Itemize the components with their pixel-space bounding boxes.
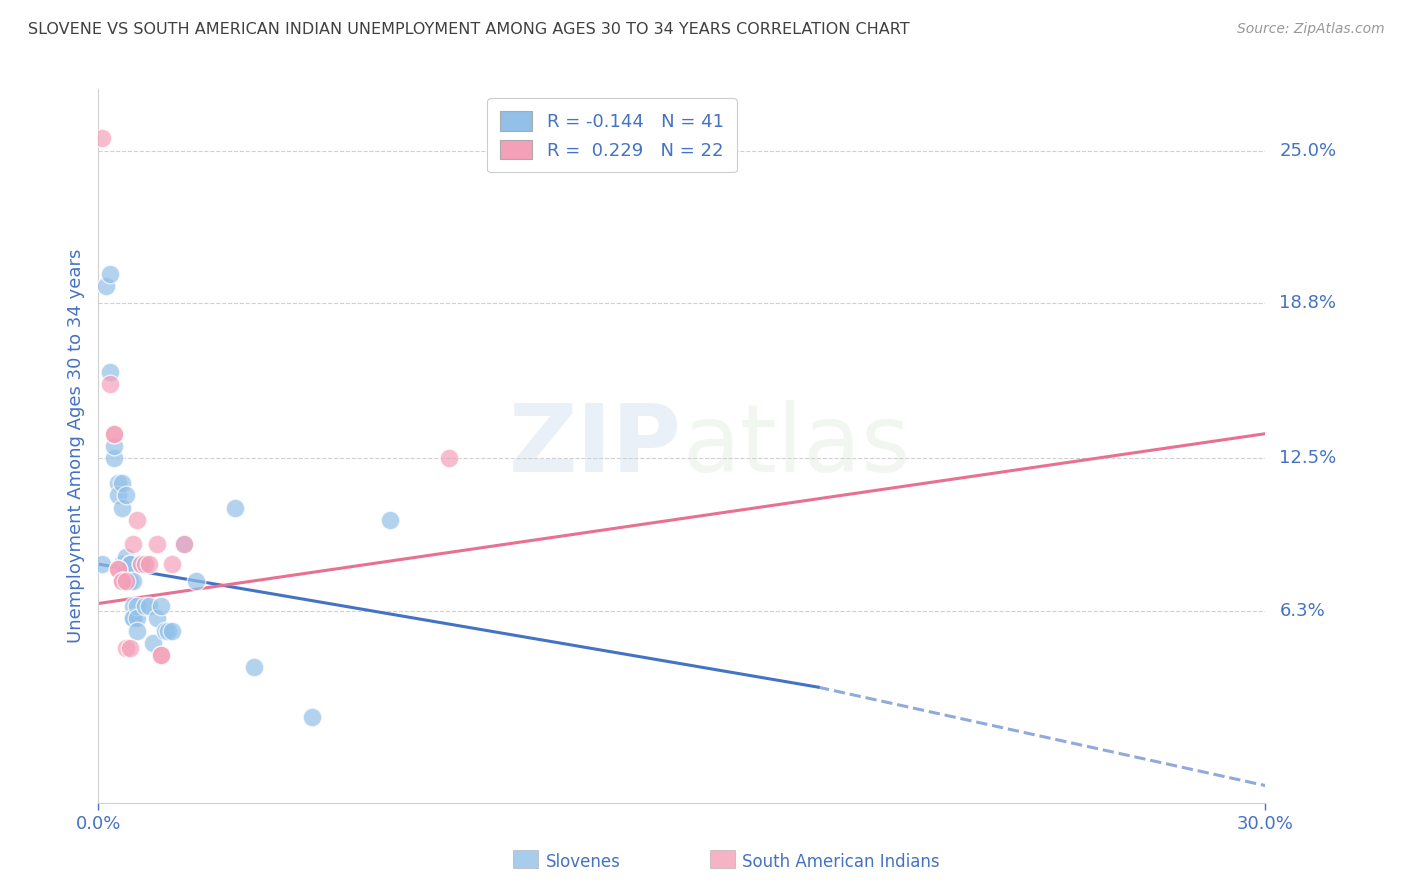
Point <box>103 451 125 466</box>
Point <box>134 599 156 613</box>
Point <box>127 599 149 613</box>
Point <box>111 574 134 589</box>
Point <box>184 574 207 589</box>
Text: 6.3%: 6.3% <box>1279 602 1324 620</box>
Point <box>437 451 460 466</box>
Point <box>149 648 172 662</box>
Text: 12.5%: 12.5% <box>1279 450 1337 467</box>
Point <box>122 611 145 625</box>
Point <box>157 624 180 638</box>
Point <box>301 709 323 723</box>
Point <box>149 648 172 662</box>
Point <box>134 557 156 571</box>
Point <box>146 611 169 625</box>
Text: atlas: atlas <box>682 400 910 492</box>
Point <box>118 640 141 655</box>
Legend: R = -0.144   N = 41, R =  0.229   N = 22: R = -0.144 N = 41, R = 0.229 N = 22 <box>488 98 737 172</box>
Point <box>98 365 121 379</box>
Point <box>103 426 125 441</box>
Point <box>122 574 145 589</box>
Point <box>138 599 160 613</box>
Point <box>224 500 246 515</box>
Point <box>122 599 145 613</box>
Point <box>107 475 129 490</box>
Point <box>111 557 134 571</box>
Point <box>146 537 169 551</box>
Point <box>118 557 141 571</box>
Point <box>114 574 136 589</box>
Point <box>122 611 145 625</box>
Point <box>118 574 141 589</box>
Point <box>127 611 149 625</box>
Point <box>114 488 136 502</box>
Point <box>107 562 129 576</box>
Text: ZIP: ZIP <box>509 400 682 492</box>
Point <box>118 557 141 571</box>
Point <box>142 636 165 650</box>
Point <box>243 660 266 674</box>
Text: South American Indians: South American Indians <box>742 853 941 871</box>
Point <box>103 439 125 453</box>
Text: Source: ZipAtlas.com: Source: ZipAtlas.com <box>1237 22 1385 37</box>
Point <box>114 562 136 576</box>
Point <box>129 557 152 571</box>
Point <box>134 557 156 571</box>
Point <box>91 557 114 571</box>
Point <box>378 513 402 527</box>
Text: SLOVENE VS SOUTH AMERICAN INDIAN UNEMPLOYMENT AMONG AGES 30 TO 34 YEARS CORRELAT: SLOVENE VS SOUTH AMERICAN INDIAN UNEMPLO… <box>28 22 910 37</box>
Point <box>162 624 184 638</box>
Point <box>138 557 160 571</box>
Point <box>111 475 134 490</box>
Point <box>162 557 184 571</box>
Point <box>129 557 152 571</box>
Point <box>149 599 172 613</box>
Point <box>122 537 145 551</box>
Point <box>127 513 149 527</box>
Point <box>107 562 129 576</box>
Text: 18.8%: 18.8% <box>1279 294 1336 312</box>
Point <box>91 131 114 145</box>
Point <box>98 267 121 281</box>
Point <box>96 279 118 293</box>
Point <box>103 426 125 441</box>
Point <box>111 574 134 589</box>
Point <box>114 640 136 655</box>
Point <box>114 549 136 564</box>
Y-axis label: Unemployment Among Ages 30 to 34 years: Unemployment Among Ages 30 to 34 years <box>66 249 84 643</box>
Point <box>153 624 176 638</box>
Point <box>173 537 195 551</box>
Point <box>127 624 149 638</box>
Point <box>107 488 129 502</box>
Text: Slovenes: Slovenes <box>546 853 620 871</box>
Point <box>173 537 195 551</box>
Text: 25.0%: 25.0% <box>1279 142 1337 160</box>
Point <box>98 377 121 392</box>
Point <box>111 500 134 515</box>
Point <box>118 557 141 571</box>
